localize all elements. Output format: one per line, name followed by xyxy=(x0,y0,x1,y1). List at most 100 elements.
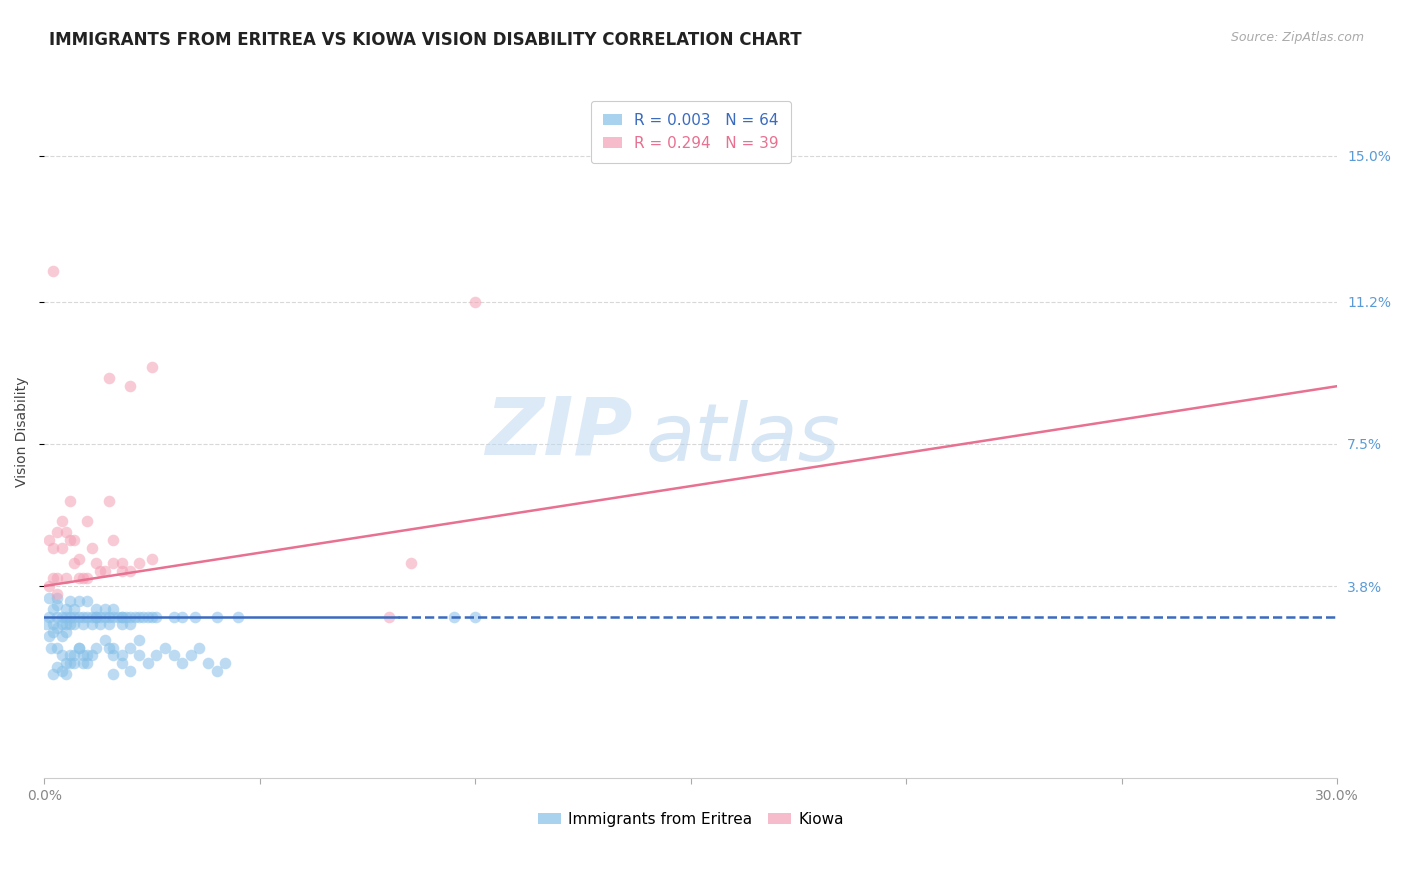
Point xyxy=(38,591,60,605)
Point xyxy=(51,541,73,555)
Point xyxy=(63,602,86,616)
Point xyxy=(111,609,134,624)
Point xyxy=(67,594,90,608)
Point xyxy=(443,609,465,624)
Point xyxy=(162,609,184,624)
Point xyxy=(42,617,65,632)
Point xyxy=(93,609,115,624)
Point xyxy=(111,648,134,663)
Point xyxy=(76,514,98,528)
Point xyxy=(59,594,82,608)
Point xyxy=(67,609,90,624)
Point xyxy=(63,617,86,632)
Legend: Immigrants from Eritrea, Kiowa: Immigrants from Eritrea, Kiowa xyxy=(531,805,849,833)
Point xyxy=(80,609,103,624)
Point xyxy=(38,629,60,643)
Point xyxy=(38,579,60,593)
Point xyxy=(107,609,129,624)
Point xyxy=(63,556,86,570)
Point xyxy=(59,617,82,632)
Point xyxy=(103,667,125,681)
Point xyxy=(39,640,62,655)
Y-axis label: Vision Disability: Vision Disability xyxy=(15,377,30,488)
Point xyxy=(464,609,486,624)
Point xyxy=(51,609,73,624)
Point xyxy=(136,656,159,670)
Text: ZIP: ZIP xyxy=(485,393,633,471)
Point xyxy=(72,571,94,585)
Point xyxy=(55,571,77,585)
Point xyxy=(141,552,163,566)
Point xyxy=(72,648,94,663)
Point xyxy=(63,609,86,624)
Point xyxy=(128,648,150,663)
Point xyxy=(46,609,69,624)
Point xyxy=(67,640,90,655)
Point xyxy=(55,617,77,632)
Point xyxy=(120,564,142,578)
Point xyxy=(145,648,167,663)
Point xyxy=(145,609,167,624)
Point xyxy=(378,609,401,624)
Point xyxy=(80,648,103,663)
Point xyxy=(59,656,82,670)
Point xyxy=(162,648,184,663)
Point xyxy=(46,659,69,673)
Point xyxy=(93,602,115,616)
Point xyxy=(59,648,82,663)
Point xyxy=(89,564,111,578)
Point xyxy=(136,609,159,624)
Point xyxy=(188,640,211,655)
Point xyxy=(42,541,65,555)
Point xyxy=(214,656,236,670)
Point xyxy=(97,617,120,632)
Point xyxy=(84,640,107,655)
Text: Source: ZipAtlas.com: Source: ZipAtlas.com xyxy=(1230,31,1364,45)
Point xyxy=(72,617,94,632)
Point xyxy=(120,664,142,678)
Point xyxy=(103,533,125,547)
Point xyxy=(97,494,120,508)
Point xyxy=(93,564,115,578)
Point xyxy=(38,609,60,624)
Point xyxy=(111,656,134,670)
Point xyxy=(103,640,125,655)
Point xyxy=(128,632,150,647)
Point xyxy=(103,556,125,570)
Point xyxy=(111,564,134,578)
Point xyxy=(141,609,163,624)
Text: atlas: atlas xyxy=(645,401,841,478)
Point xyxy=(120,617,142,632)
Point xyxy=(111,556,134,570)
Point xyxy=(59,494,82,508)
Point xyxy=(80,617,103,632)
Point xyxy=(120,640,142,655)
Point xyxy=(89,609,111,624)
Point xyxy=(197,656,219,670)
Point xyxy=(55,667,77,681)
Point xyxy=(76,656,98,670)
Point xyxy=(46,587,69,601)
Point xyxy=(80,541,103,555)
Point xyxy=(184,609,207,624)
Point xyxy=(103,648,125,663)
Point xyxy=(46,591,69,605)
Point xyxy=(63,656,86,670)
Point xyxy=(46,525,69,540)
Point xyxy=(63,533,86,547)
Point xyxy=(111,617,134,632)
Point xyxy=(84,602,107,616)
Point xyxy=(76,594,98,608)
Point xyxy=(97,371,120,385)
Point xyxy=(120,379,142,393)
Point xyxy=(55,609,77,624)
Point xyxy=(51,664,73,678)
Point xyxy=(124,609,146,624)
Point xyxy=(93,632,115,647)
Text: IMMIGRANTS FROM ERITREA VS KIOWA VISION DISABILITY CORRELATION CHART: IMMIGRANTS FROM ERITREA VS KIOWA VISION … xyxy=(49,31,801,49)
Point xyxy=(38,533,60,547)
Point xyxy=(172,656,194,670)
Point xyxy=(76,648,98,663)
Point xyxy=(111,609,134,624)
Point xyxy=(59,533,82,547)
